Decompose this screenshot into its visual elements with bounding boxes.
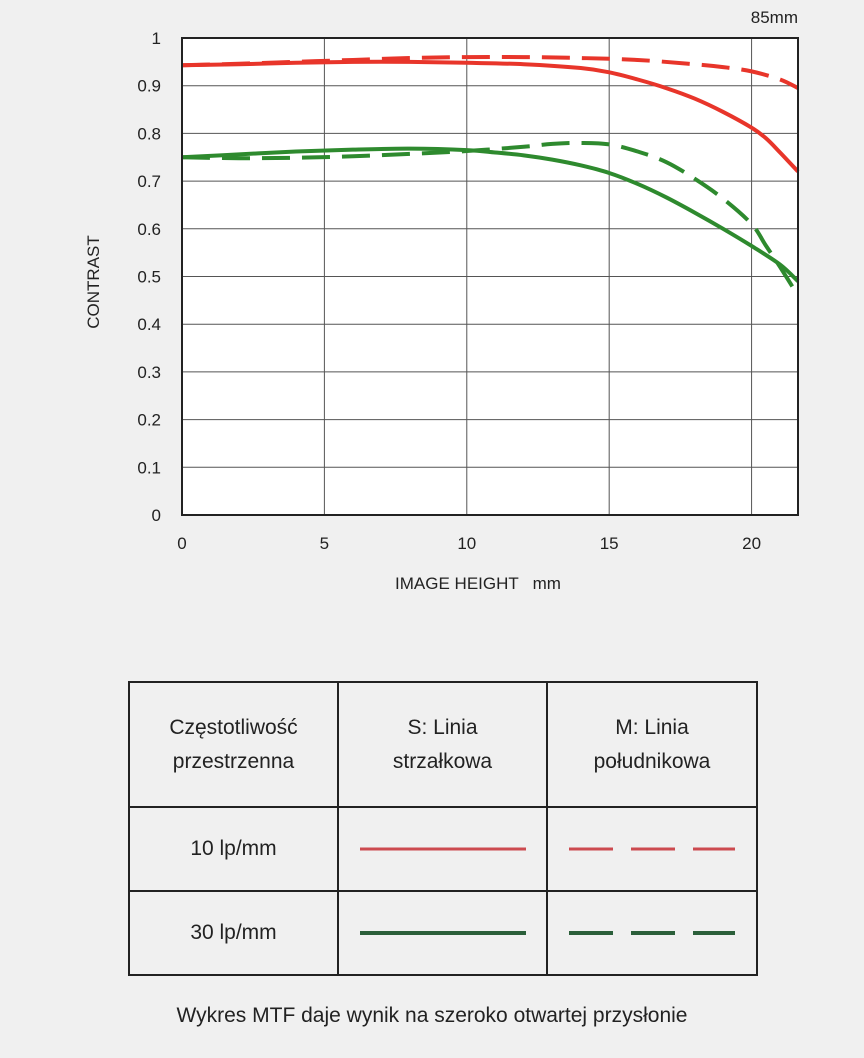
x-tick-label: 5 (320, 534, 329, 553)
y-tick-label: 0.9 (137, 77, 161, 96)
y-tick-label: 0.2 (137, 411, 161, 430)
y-tick-label: 0.6 (137, 220, 161, 239)
legend-row-label: 10 lp/mm (128, 806, 339, 892)
chart-grid (181, 37, 798, 516)
x-tick-label: 0 (177, 534, 186, 553)
legend-swatch-cell (337, 806, 548, 892)
x-tick-labels: 0 5 10 15 20 (177, 534, 761, 553)
legend-swatch-30-dashed (569, 931, 735, 935)
legend-header-frequency-line2: przestrzenna (172, 749, 295, 773)
legend-swatch-cell (546, 890, 758, 976)
mtf-chart: 0 0.1 0.2 0.3 0.4 0.5 0.6 0.7 0.8 0.9 1 0 5 10 15 20 C… (84, 8, 800, 593)
legend-header-frequency: Częstotliwość przestrzenna (128, 681, 339, 808)
y-tick-label: 0.1 (137, 458, 161, 477)
series-10lpmm-sagittal-line (181, 59, 800, 173)
legend-swatch-cell (546, 806, 758, 892)
series-10lpmm-meridional-line (181, 54, 799, 90)
legend-table: Częstotliwość przestrzenna S: Linia strz… (128, 681, 758, 976)
y-tick-label: 0.4 (137, 315, 161, 334)
legend-row-label: 30 lp/mm (128, 890, 339, 976)
legend-header-meridional: M: Linia południkowa (546, 681, 758, 808)
legend-header-sagittal: S: Linia strzałkowa (337, 681, 548, 808)
focal-length-label: 85mm (751, 8, 798, 27)
x-tick-label: 10 (457, 534, 476, 553)
legend-swatch-cell (337, 890, 548, 976)
chart-series-layer (181, 54, 800, 297)
plot-area-frame (181, 37, 799, 516)
y-tick-label: 0.3 (137, 363, 161, 382)
legend-header-meridional-line1: M: Linia (615, 715, 689, 739)
y-tick-labels: 0 0.1 0.2 0.3 0.4 0.5 0.6 0.7 0.8 0.9 1 (137, 29, 161, 525)
legend-swatch-10-dashed (569, 847, 735, 851)
legend-swatch-30-solid (359, 931, 526, 935)
y-tick-label: 1 (152, 29, 161, 48)
chart-caption: Wykres MTF daje wynik na szeroko otwarte… (176, 1004, 688, 1027)
x-tick-label: 20 (742, 534, 761, 553)
series-30lpmm-meridional-line (181, 140, 800, 297)
legend-header-sagittal-line2: strzałkowa (392, 749, 493, 773)
legend-header-row: Częstotliwość przestrzenna S: Linia strz… (128, 681, 758, 808)
y-tick-label: 0.5 (137, 268, 161, 287)
x-axis-label: IMAGE HEIGHT mm (395, 574, 561, 593)
legend-row-10lpmm: 10 lp/mm (128, 806, 758, 892)
x-tick-label: 15 (600, 534, 619, 553)
y-axis-label: CONTRAST (84, 235, 103, 329)
y-tick-label: 0 (152, 506, 161, 525)
legend-header-sagittal-line1: S: Linia (407, 715, 478, 739)
legend-header-meridional-line2: południkowa (593, 749, 711, 773)
legend-swatch-10-solid (359, 847, 526, 851)
series-30lpmm-sagittal-line (181, 146, 800, 283)
y-tick-label: 0.8 (137, 124, 161, 143)
legend-header-frequency-line1: Częstotliwość (169, 715, 298, 739)
y-tick-label: 0.7 (137, 172, 161, 191)
legend-row-30lpmm: 30 lp/mm (128, 890, 758, 976)
